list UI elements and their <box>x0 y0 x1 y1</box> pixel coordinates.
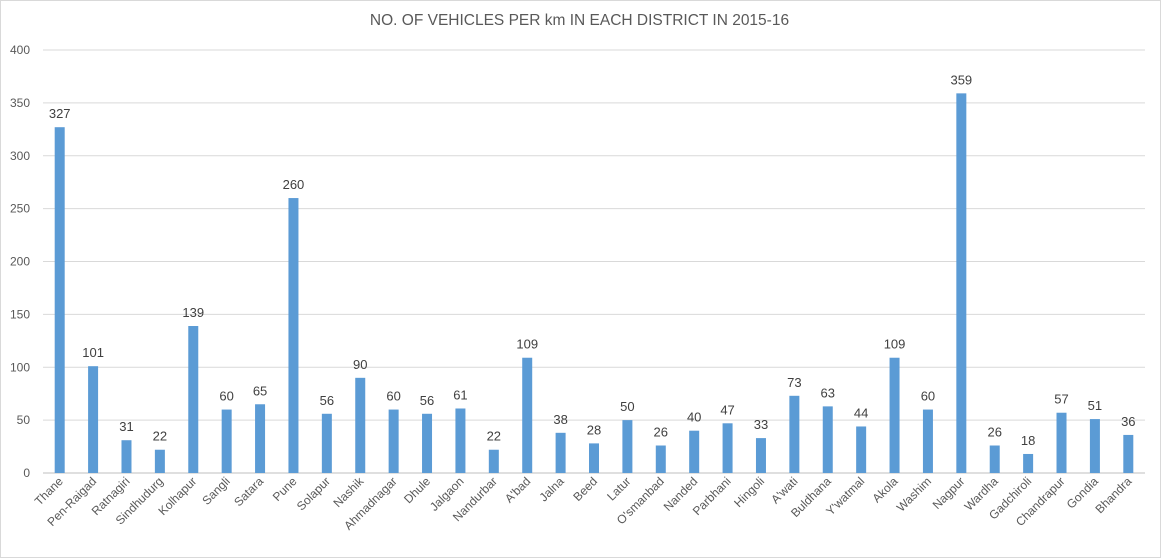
bar <box>889 357 900 473</box>
data-label: 57 <box>1054 392 1068 407</box>
data-labels: 327 101 31 22 139 60 65 260 56 90 60 56 61 22 109 38 28 5… <box>49 72 1136 448</box>
data-label: 61 <box>453 387 467 402</box>
data-label: 109 <box>884 337 906 352</box>
data-label: 90 <box>353 357 367 372</box>
data-label: 327 <box>49 106 71 121</box>
bar <box>722 423 733 473</box>
bar <box>522 357 533 473</box>
x-tick-label: Satara <box>231 474 266 509</box>
x-tick-label: Bhandra <box>1092 474 1134 516</box>
bar <box>755 438 766 473</box>
y-tick-label: 150 <box>10 307 30 321</box>
data-label: 26 <box>987 425 1001 440</box>
data-label: 22 <box>487 429 501 444</box>
bar <box>288 198 299 474</box>
data-label: 28 <box>587 422 601 437</box>
x-tick-label: Beed <box>570 474 600 504</box>
bars <box>54 93 1134 474</box>
x-tick-label: Pune <box>270 474 300 504</box>
bar <box>789 395 800 473</box>
bar <box>154 449 165 473</box>
data-label: 44 <box>854 405 868 420</box>
bar <box>689 430 700 473</box>
x-tick-label: Akola <box>870 474 901 505</box>
data-label: 60 <box>921 389 935 404</box>
data-label: 101 <box>82 345 104 360</box>
bar <box>88 366 99 473</box>
data-label: 38 <box>553 412 567 427</box>
data-label: 51 <box>1088 398 1102 413</box>
data-label: 33 <box>754 417 768 432</box>
bar <box>956 93 967 474</box>
bar <box>321 413 332 473</box>
bar <box>221 409 232 473</box>
bar <box>989 445 1000 473</box>
bar <box>555 432 566 473</box>
data-label: 63 <box>821 385 835 400</box>
bar <box>388 409 399 473</box>
bar <box>856 426 867 473</box>
bar <box>1056 412 1067 473</box>
data-label: 73 <box>787 375 801 390</box>
y-tick-label: 400 <box>10 43 30 57</box>
gridlines <box>43 49 1145 474</box>
data-label: 56 <box>420 393 434 408</box>
x-tick-label: Latur <box>604 474 633 503</box>
bar <box>488 449 499 473</box>
y-axis: 0 50 100 150 200 250 300 350 400 <box>10 43 30 480</box>
data-label: 26 <box>654 425 668 440</box>
x-tick-label: Nagpur <box>930 474 968 512</box>
y-tick-label: 200 <box>10 255 30 269</box>
y-tick-label: 300 <box>10 149 30 163</box>
x-tick-label: Washim <box>894 474 934 514</box>
data-label: 60 <box>386 389 400 404</box>
data-label: 50 <box>620 399 634 414</box>
data-label: 18 <box>1021 433 1035 448</box>
data-label: 36 <box>1121 414 1135 429</box>
bar <box>655 445 666 473</box>
data-label: 139 <box>182 305 204 320</box>
y-tick-label: 100 <box>10 360 30 374</box>
bar <box>355 377 366 473</box>
y-tick-label: 250 <box>10 202 30 216</box>
data-label: 31 <box>119 419 133 434</box>
x-tick-label: Solapur <box>294 474 333 513</box>
data-label: 60 <box>219 389 233 404</box>
x-tick-label: Jalna <box>537 474 567 504</box>
x-tick-label: A'bad <box>502 474 533 505</box>
bar <box>589 443 599 473</box>
bar <box>54 127 65 473</box>
x-tick-label: Hingoli <box>731 474 767 510</box>
bar <box>1023 453 1034 473</box>
data-label: 65 <box>253 383 267 398</box>
y-tick-label: 350 <box>10 96 30 110</box>
bar <box>822 406 833 473</box>
data-label: 260 <box>283 177 305 192</box>
bar <box>1089 419 1100 473</box>
data-label: 40 <box>687 410 701 425</box>
bar <box>188 326 199 473</box>
bar <box>422 413 433 473</box>
chart-title: NO. OF VEHICLES PER km IN EACH DISTRICT … <box>369 12 790 29</box>
data-label: 109 <box>516 337 538 352</box>
data-label: 56 <box>320 393 334 408</box>
data-label: 47 <box>720 402 734 417</box>
y-tick-label: 50 <box>17 413 31 427</box>
bar <box>622 420 633 473</box>
data-label: 359 <box>950 72 972 87</box>
bar <box>455 408 466 473</box>
x-tick-label: Sangli <box>199 474 232 507</box>
bar <box>922 409 933 473</box>
y-tick-label: 0 <box>23 466 30 480</box>
data-label: 22 <box>153 429 167 444</box>
x-axis: ThanePen-RaigadRatnagiriSindhudurgKolhap… <box>32 474 1135 533</box>
bar <box>1123 434 1134 473</box>
bar <box>255 404 266 473</box>
bar <box>121 440 132 473</box>
